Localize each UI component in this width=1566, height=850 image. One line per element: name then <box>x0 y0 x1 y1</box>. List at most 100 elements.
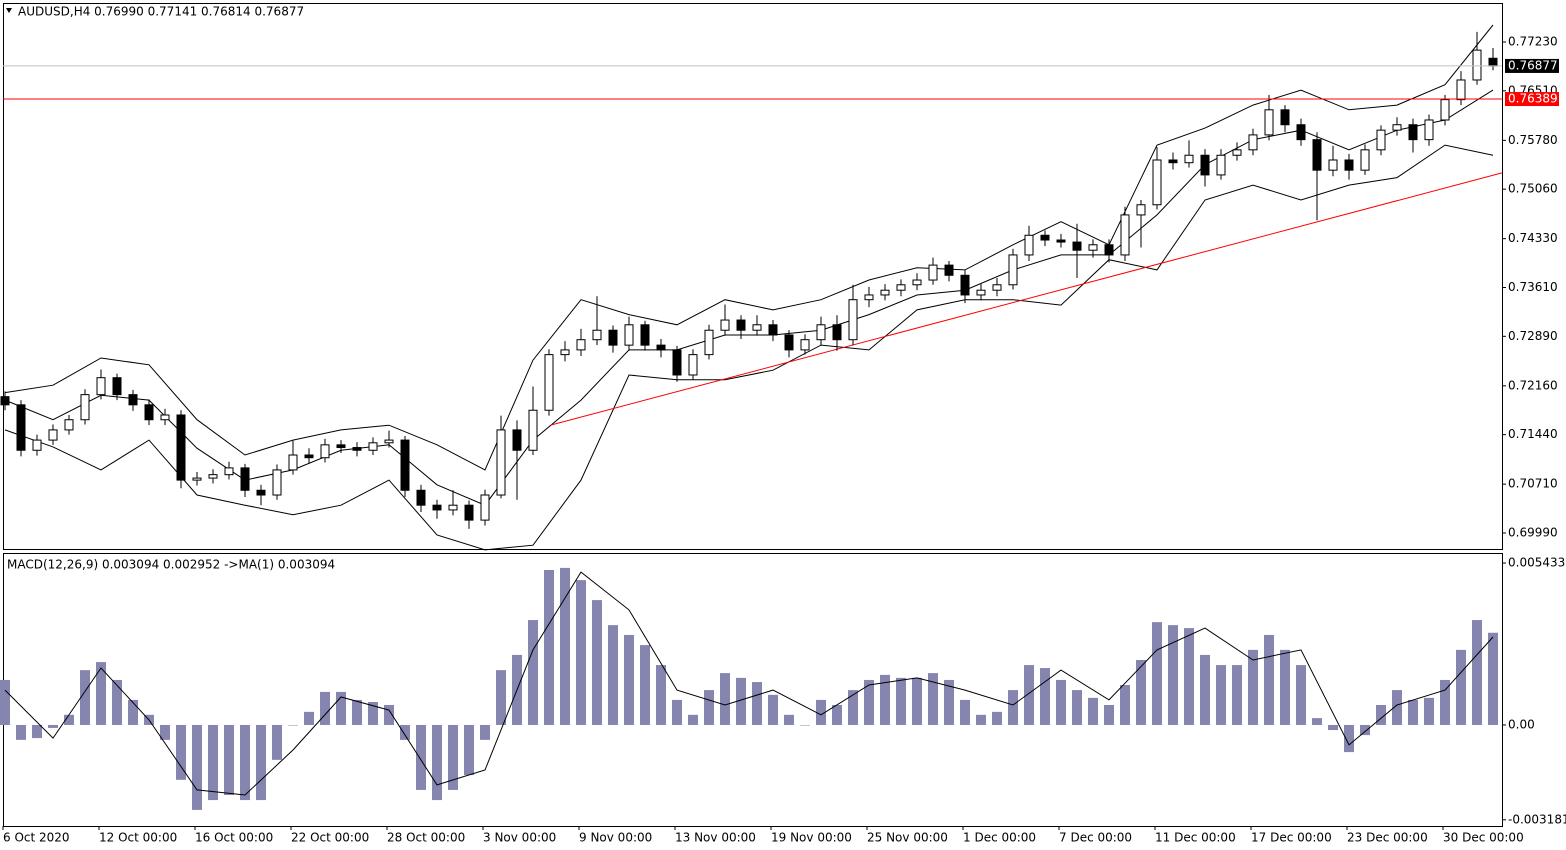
y-tick-label: 0.005433 <box>1508 556 1565 570</box>
macd-bar <box>784 714 794 725</box>
macd-bar <box>944 679 954 725</box>
macd-bar <box>1408 699 1418 725</box>
macd-bar <box>1360 724 1370 736</box>
macd-bar <box>592 600 602 725</box>
macd-bar <box>288 724 298 726</box>
macd-bar <box>560 567 570 725</box>
bollinger-lower <box>4 144 1494 551</box>
level-line-label: 0.76389 <box>1508 92 1558 106</box>
macd-bar <box>1072 690 1082 725</box>
candle-body <box>608 329 618 346</box>
candle-body <box>656 344 666 351</box>
candle-body <box>240 467 250 491</box>
macd-bar <box>480 724 490 740</box>
candle-body <box>352 447 362 451</box>
macd-bar <box>1008 690 1018 725</box>
macd-bar <box>720 673 730 725</box>
candle-body <box>160 414 170 421</box>
candle-body <box>896 284 906 291</box>
macd-bar <box>1056 679 1066 725</box>
candle-body <box>704 329 714 356</box>
candle-body <box>1152 159 1162 206</box>
candle-body <box>128 394 138 406</box>
candle-body <box>304 454 314 459</box>
x-tick-label: 1 Dec 00:00 <box>963 831 1036 845</box>
macd-bar <box>1424 697 1434 725</box>
x-tick-label: 23 Dec 00:00 <box>1347 831 1428 845</box>
macd-bar <box>416 724 426 790</box>
macd-bar <box>448 724 458 790</box>
y-tick-label: 0.72160 <box>1508 378 1558 392</box>
candle-body <box>1168 159 1178 164</box>
macd-bar <box>656 665 666 725</box>
candle-body <box>880 289 890 296</box>
macd-bar <box>464 724 474 776</box>
candle-body <box>192 477 202 481</box>
candle-body <box>1296 124 1306 141</box>
y-tick-label: 0.70710 <box>1508 477 1558 491</box>
macd-bar <box>624 634 634 725</box>
y-tick-label: 0.72890 <box>1508 329 1558 343</box>
macd-bar <box>1456 649 1466 725</box>
candle-body <box>1024 234 1034 256</box>
macd-bar <box>832 704 842 725</box>
macd-bar <box>880 674 890 725</box>
macd-bar <box>96 662 106 725</box>
macd-bar <box>1136 659 1146 725</box>
macd-bar <box>1248 649 1258 725</box>
macd-bar <box>896 677 906 725</box>
candle-body <box>1072 241 1082 251</box>
macd-bar <box>1328 724 1338 731</box>
candle-body <box>288 454 298 471</box>
y-tick-label: 0.69990 <box>1508 525 1558 539</box>
candle-body <box>0 396 10 406</box>
macd-bar <box>320 691 330 725</box>
y-tick-label: -0.003181 <box>1508 812 1566 826</box>
candle-body <box>432 504 442 511</box>
bollinger-middle <box>4 89 1494 506</box>
macd-bar <box>1264 634 1274 725</box>
macd-bar <box>1472 620 1482 725</box>
candle-body <box>464 504 474 521</box>
main-panel <box>3 3 1503 550</box>
candle-body <box>624 324 634 346</box>
candle-body <box>80 394 90 421</box>
macd-bar <box>800 724 810 726</box>
macd-bar <box>1312 718 1322 725</box>
macd-bar <box>1232 665 1242 725</box>
candle-body <box>672 349 682 376</box>
candle-body <box>1056 239 1066 243</box>
macd-bar <box>608 625 618 725</box>
macd-bar <box>304 711 314 725</box>
macd-bar <box>736 677 746 725</box>
symbol-menu[interactable] <box>6 8 12 13</box>
x-tick-label: 6 Oct 2020 <box>3 831 70 845</box>
macd-bar <box>1152 622 1162 725</box>
candle-body <box>976 289 986 296</box>
x-tick-label: 28 Oct 00:00 <box>387 831 465 845</box>
candle-body <box>480 494 490 521</box>
candle-body <box>144 404 154 421</box>
candle-body <box>496 429 506 496</box>
candle-body <box>336 444 346 449</box>
price-line-box <box>1505 58 1559 73</box>
macd-bar <box>208 724 218 801</box>
macd-bar <box>16 724 26 740</box>
level-line-box <box>1505 92 1559 107</box>
candle-body <box>48 429 58 441</box>
candle-body <box>32 439 42 451</box>
macd-bar <box>960 699 970 725</box>
candle-body <box>320 444 330 459</box>
macd-bar <box>576 580 586 725</box>
candle-body <box>416 489 426 506</box>
macd-bar <box>768 694 778 725</box>
x-tick-label: 9 Nov 00:00 <box>579 831 652 845</box>
candle-body <box>1264 109 1274 136</box>
y-tick-label: 0.73610 <box>1508 280 1558 294</box>
macd-bar <box>1216 665 1226 725</box>
candle-body <box>560 349 570 356</box>
macd-bar <box>0 679 10 725</box>
candle-body <box>368 442 378 451</box>
macd-bar <box>1344 724 1354 753</box>
